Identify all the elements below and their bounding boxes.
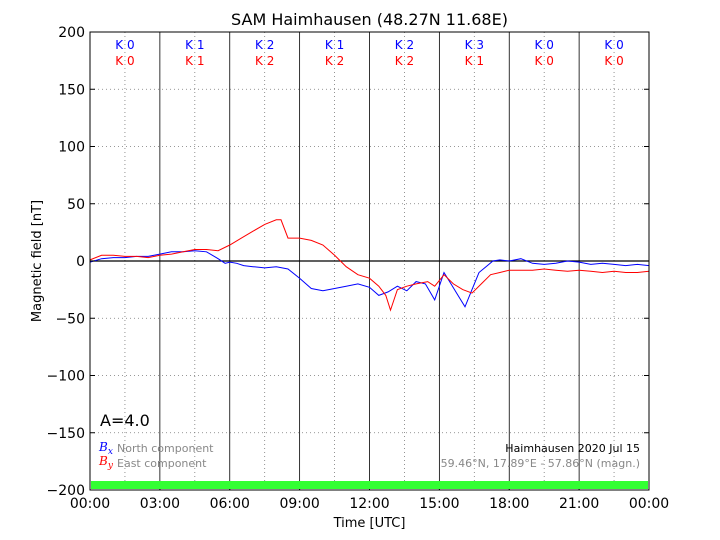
activity-status-bar: [91, 481, 648, 489]
k-index-east: K 2: [395, 54, 414, 68]
x-tick-label: 18:00: [489, 496, 529, 512]
series-line-north: [89, 250, 650, 308]
a-index-label: A=4.0: [100, 411, 150, 430]
k-index-north: K 1: [325, 38, 344, 52]
y-tick-label: 50: [67, 197, 85, 213]
legend: Bx North component By East component: [98, 440, 214, 471]
x-axis-label: Time [UTC]: [333, 516, 406, 531]
series-line-east: [89, 219, 650, 312]
x-tick-label: 06:00: [210, 496, 250, 512]
x-tick-label: 00:00: [70, 496, 110, 512]
y-tick-label: 0: [76, 254, 85, 270]
k-index-east: K 0: [604, 54, 623, 68]
x-tick-label: 21:00: [559, 496, 599, 512]
k-index-east: K 1: [185, 54, 204, 68]
k-index-north: K 0: [115, 38, 134, 52]
y-axis-label: Magnetic field [nT]: [30, 200, 45, 322]
y-tick-label: −150: [47, 426, 85, 442]
k-index-north: K 1: [185, 38, 204, 52]
y-tick-label: −50: [55, 311, 85, 327]
x-tick-label: 09:00: [279, 496, 319, 512]
y-tick-label: −100: [47, 369, 85, 385]
k-index-east: K 0: [535, 54, 554, 68]
y-tick-label: −200: [47, 483, 85, 499]
y-tick-label: 200: [58, 25, 85, 41]
y-tick-label: 100: [58, 140, 85, 156]
k-index-north: K 3: [465, 38, 484, 52]
y-tick-label: 150: [58, 82, 85, 98]
k-index-east: K 1: [465, 54, 484, 68]
x-tick-label: 12:00: [349, 496, 389, 512]
x-tick-label: 15:00: [419, 496, 459, 512]
x-tick-label: 00:00: [629, 496, 669, 512]
station-label: Haimhausen 2020 Jul 15: [505, 442, 640, 455]
legend-bx-label: North component: [117, 442, 214, 455]
legend-by-label: East component: [117, 457, 207, 470]
k-index-north: K 0: [535, 38, 554, 52]
chart-title: SAM Haimhausen (48.27N 11.68E): [231, 10, 508, 29]
x-tick-label: 03:00: [140, 496, 180, 512]
k-index-east: K 2: [255, 54, 274, 68]
k-index-north: K 0: [604, 38, 623, 52]
k-index-east: K 2: [325, 54, 344, 68]
coordinates-label: 59.46°N, 17.89°E - 57.86°N (magn.): [441, 457, 640, 470]
k-index-east: K 0: [115, 54, 134, 68]
k-index-north: K 2: [395, 38, 414, 52]
k-index-north: K 2: [255, 38, 274, 52]
